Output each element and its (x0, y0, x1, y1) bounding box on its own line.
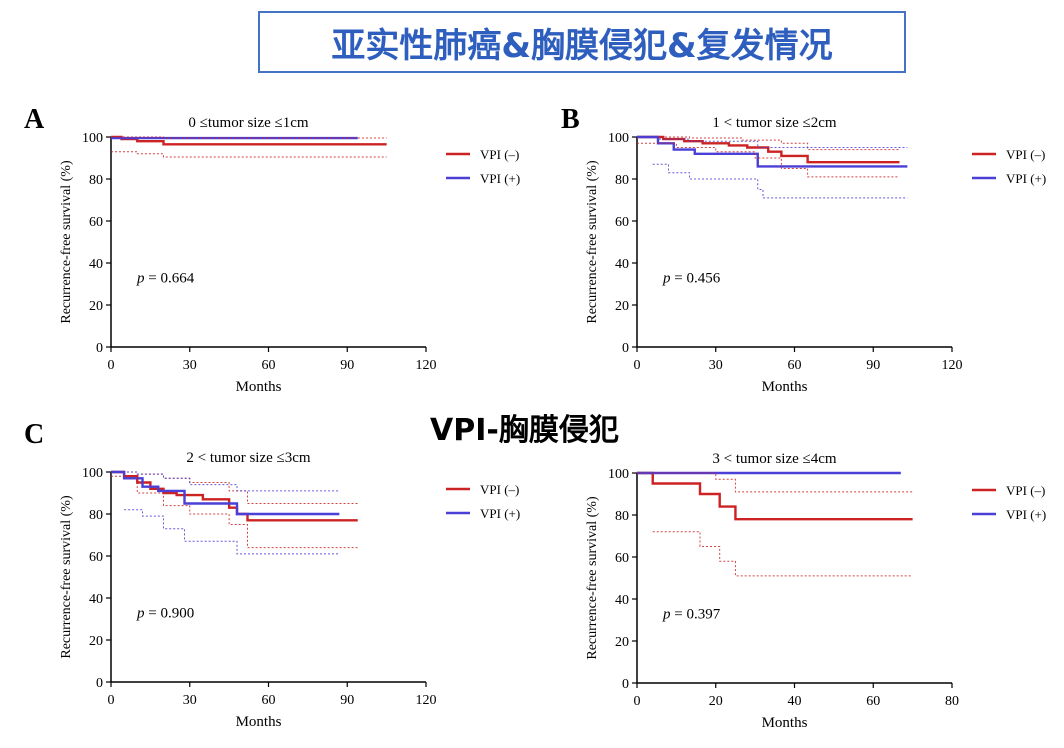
p-value: p = 0.397 (662, 607, 721, 623)
ci-line (124, 509, 340, 555)
y-tick-label: 80 (615, 173, 629, 188)
y-tick-label: 0 (96, 676, 103, 691)
chart-panel-C: C 2 < tumor size ≤3cm 0 20 40 60 80 100 0 30 60 90 1… (24, 419, 520, 730)
y-tick-label: 0 (622, 677, 629, 692)
x-tick-label: 120 (416, 358, 437, 373)
legend-label: VPI (–) (480, 147, 519, 162)
y-axis-label: Recurrence-free survival (%) (585, 496, 600, 660)
ci-line (652, 163, 908, 199)
chart-title: 3 < tumor size ≤4cm (712, 451, 837, 467)
vpi-caption: VPI-胸膜侵犯 (430, 413, 619, 448)
y-tick-label: 0 (622, 341, 629, 356)
x-tick-label: 40 (788, 694, 802, 709)
chart-panel-B: B 1 < tumor size ≤2cm 0 20 40 60 80 100 0 30 60 90 1… (561, 104, 1046, 395)
x-tick-label: 60 (262, 358, 276, 373)
legend-label: VPI (+) (1006, 171, 1046, 186)
x-tick-label: 20 (709, 694, 723, 709)
legend-label: VPI (–) (480, 482, 519, 497)
chart-panel-A: A 0 ≤tumor size ≤1cm 0 20 40 60 80 100 0 30 60 90 12… (24, 104, 520, 395)
ci-line (111, 475, 358, 549)
y-axis-label: Recurrence-free survival (%) (585, 160, 600, 324)
x-tick-label: 90 (340, 358, 354, 373)
y-tick-label: 60 (615, 551, 629, 566)
x-tick-label: 120 (416, 693, 437, 708)
y-tick-label: 80 (615, 509, 629, 524)
y-tick-label: 20 (615, 299, 629, 314)
y-tick-label: 20 (89, 634, 103, 649)
ci-line (637, 472, 913, 493)
ci-line (637, 136, 908, 148)
x-tick-label: 120 (942, 358, 963, 373)
ci-line (637, 142, 900, 178)
x-tick-label: 0 (108, 358, 115, 373)
y-tick-label: 60 (615, 215, 629, 230)
panel-letter: B (561, 104, 580, 135)
y-tick-label: 40 (89, 592, 103, 607)
y-tick-label: 60 (89, 550, 103, 565)
y-tick-label: 20 (89, 299, 103, 314)
km-curve (637, 135, 908, 168)
p-value: p = 0.900 (136, 606, 194, 622)
chart-title: 0 ≤tumor size ≤1cm (188, 115, 309, 131)
legend-label: VPI (–) (1006, 147, 1045, 162)
page-title: 亚实性肺癌&胸膜侵犯&复发情况 (258, 11, 906, 73)
chart-title: 1 < tumor size ≤2cm (712, 115, 837, 131)
y-tick-label: 0 (96, 341, 103, 356)
panel-letter: C (24, 419, 44, 450)
p-value: p = 0.664 (136, 271, 195, 287)
y-tick-label: 100 (608, 467, 629, 482)
y-tick-label: 80 (89, 173, 103, 188)
ci-line (111, 151, 387, 158)
km-curve (637, 471, 913, 521)
ci-line (111, 471, 340, 492)
x-axis-label: Months (236, 714, 282, 730)
ci-line (111, 136, 387, 139)
x-tick-label: 80 (945, 694, 959, 709)
p-value: p = 0.456 (662, 271, 721, 287)
y-tick-label: 20 (615, 635, 629, 650)
ci-line (637, 136, 900, 151)
x-tick-label: 90 (340, 693, 354, 708)
x-axis-label: Months (762, 379, 808, 395)
y-tick-label: 60 (89, 215, 103, 230)
y-axis-label: Recurrence-free survival (%) (59, 495, 74, 659)
legend-label: VPI (+) (480, 171, 520, 186)
y-tick-label: 100 (82, 131, 103, 146)
chart-panel-D: 3 < tumor size ≤4cm 0 20 40 60 80 100 0 20 40 60 80… (585, 451, 1046, 731)
y-tick-label: 40 (615, 593, 629, 608)
y-tick-label: 40 (615, 257, 629, 272)
legend-label: VPI (+) (480, 506, 520, 521)
x-axis-label: Months (762, 715, 808, 731)
x-tick-label: 0 (108, 693, 115, 708)
y-axis-label: Recurrence-free survival (%) (59, 160, 74, 324)
km-curve (111, 470, 340, 516)
legend-label: VPI (–) (1006, 483, 1045, 498)
panel-letter: A (24, 104, 45, 135)
x-tick-label: 60 (788, 358, 802, 373)
x-tick-label: 30 (709, 358, 723, 373)
x-tick-label: 30 (183, 693, 197, 708)
y-tick-label: 100 (608, 131, 629, 146)
ci-line (652, 531, 913, 577)
x-tick-label: 60 (262, 693, 276, 708)
x-axis-label: Months (236, 379, 282, 395)
x-tick-label: 30 (183, 358, 197, 373)
y-tick-label: 100 (82, 466, 103, 481)
y-tick-label: 80 (89, 508, 103, 523)
x-tick-label: 90 (866, 358, 880, 373)
y-tick-label: 40 (89, 257, 103, 272)
legend-label: VPI (+) (1006, 507, 1046, 522)
x-tick-label: 0 (634, 694, 641, 709)
chart-title: 2 < tumor size ≤3cm (186, 450, 311, 466)
x-tick-label: 0 (634, 358, 641, 373)
x-tick-label: 60 (866, 694, 880, 709)
